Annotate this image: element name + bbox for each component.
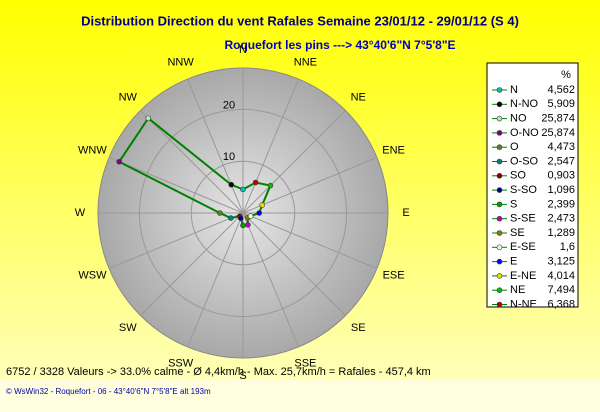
point-marker: [267, 182, 274, 189]
direction-label: E: [402, 207, 409, 219]
point-marker: [245, 222, 251, 228]
spoke: [187, 78, 244, 214]
direction-label: WNW: [78, 145, 107, 157]
legend-value: 3,125: [547, 256, 575, 268]
direction-label: WSW: [78, 269, 107, 281]
direction-label: NE: [351, 92, 366, 104]
direction-label: W: [75, 207, 86, 219]
spoke: [140, 212, 244, 316]
legend-swatch: [496, 201, 503, 208]
legend-label: E: [510, 256, 517, 268]
legend-label: S-SO: [510, 184, 537, 196]
legend-swatch: [496, 244, 503, 251]
point-marker: [238, 215, 244, 222]
direction-label: ESE: [383, 269, 405, 281]
point-marker: [240, 222, 246, 229]
direction-label: N: [239, 44, 247, 56]
legend-swatch: [496, 258, 503, 265]
legend-label: N: [510, 84, 518, 96]
point-marker: [217, 210, 223, 216]
spoke: [242, 212, 346, 316]
point-marker: [228, 215, 234, 221]
spoke: [242, 157, 378, 214]
legend-value: 1,096: [547, 184, 575, 196]
legend-swatch: [496, 301, 503, 308]
legend-label: E-SE: [510, 241, 536, 253]
direction-label: NW: [119, 92, 138, 104]
r-tick-label: 20: [223, 99, 235, 111]
direction-label: SE: [351, 322, 366, 334]
chart-title: Distribution Direction du vent Rafales S…: [81, 13, 519, 28]
legend-value: 25,874: [541, 127, 575, 139]
legend-swatch: [496, 215, 503, 222]
legend-swatch: [496, 273, 503, 279]
legend-value: 25,874: [541, 113, 575, 125]
chart-subtitle: Roquefort les pins ---> 43°40'6"N 7°5'8"…: [224, 38, 455, 52]
legend-label: N-NO: [510, 98, 539, 110]
legend-swatch: [496, 130, 503, 136]
point-marker: [145, 115, 152, 122]
legend-value: 4,014: [547, 270, 575, 282]
point-marker: [240, 186, 246, 193]
legend-swatch: [496, 158, 503, 165]
direction-label: ENE: [382, 145, 405, 157]
legend-value: 1,289: [547, 227, 575, 239]
legend-swatch: [496, 144, 503, 150]
legend-label: E-NE: [510, 270, 536, 282]
legend-value: 4,473: [547, 141, 575, 153]
legend-swatch: [496, 173, 503, 179]
legend-value: 5,909: [547, 98, 575, 110]
point-marker: [116, 158, 123, 165]
legend-value: 6,368: [547, 298, 575, 310]
spoke: [242, 78, 299, 214]
legend-label: O-SO: [510, 155, 539, 167]
footer: 6752 / 3328 Valeurs -> 33.0% calme - Ø 4…: [6, 366, 431, 378]
legend-swatch: [496, 115, 503, 122]
legend-swatch: [496, 87, 503, 93]
spoke: [108, 212, 244, 269]
legend-label: O: [510, 141, 519, 153]
legend-label: NE: [510, 284, 525, 296]
legend-value: 1,6: [560, 241, 575, 253]
direction-label: NNE: [294, 56, 317, 68]
legend-title: %: [561, 69, 571, 81]
legend-label: SE: [510, 227, 525, 239]
point-marker: [247, 213, 254, 219]
legend-swatch: [496, 287, 503, 294]
direction-label: SSW: [168, 357, 194, 369]
legend-label: S: [510, 198, 517, 210]
point-marker: [259, 202, 266, 208]
legend-label: NO: [510, 113, 527, 125]
r-tick-label: 10: [223, 151, 235, 163]
point-marker: [252, 179, 259, 186]
credit: © WsWin32 - Roquefort - 06 - 43°40'6"N 7…: [6, 387, 211, 396]
footer-strip: [0, 380, 600, 412]
spoke: [187, 212, 244, 348]
direction-label: NNW: [167, 56, 194, 68]
legend-value: 4,562: [547, 84, 575, 96]
legend-label: O-NO: [510, 127, 539, 139]
legend-value: 2,547: [547, 155, 575, 167]
legend-value: 0,903: [547, 170, 575, 182]
direction-label: SW: [119, 322, 137, 334]
point-marker: [228, 181, 235, 188]
direction-label: S: [239, 370, 246, 382]
spoke: [108, 157, 244, 214]
legend-swatch: [496, 101, 503, 108]
legend-swatch: [496, 230, 503, 236]
direction-label: SSE: [294, 357, 316, 369]
legend-value: 2,399: [547, 198, 575, 210]
legend-value: 7,494: [547, 284, 575, 296]
legend-label: S-SE: [510, 213, 536, 225]
legend-swatch: [496, 187, 503, 193]
spoke: [242, 110, 346, 214]
spoke: [140, 110, 244, 214]
legend-value: 2,473: [547, 213, 575, 225]
legend-label: SO: [510, 170, 526, 182]
legend-label: N-NE: [510, 298, 537, 310]
point-marker: [256, 210, 262, 216]
spoke: [242, 212, 299, 348]
spoke: [242, 212, 378, 269]
